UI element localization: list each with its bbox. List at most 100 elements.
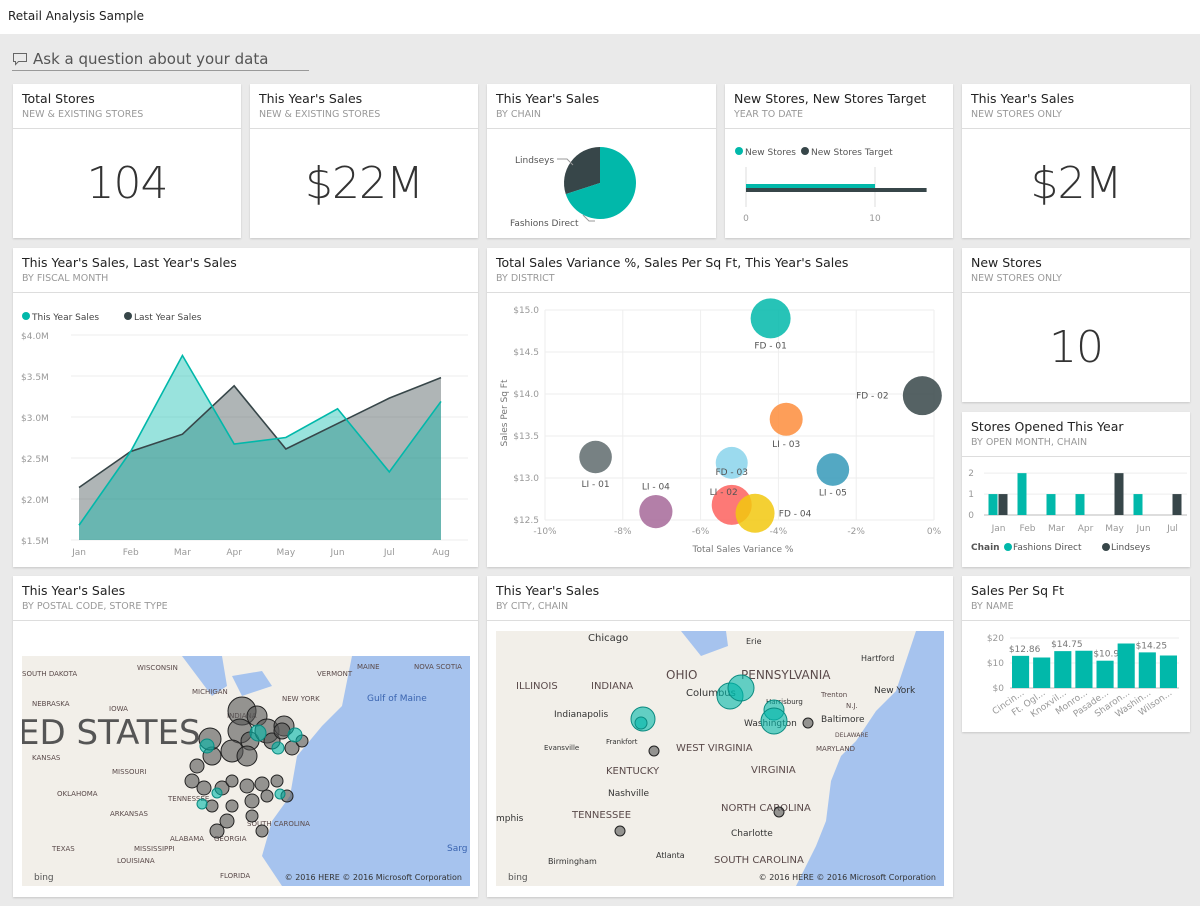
pie-chart: Lindseys Fashions Direct [510, 147, 636, 229]
map-label: Sarg [447, 844, 467, 854]
bar-fashions-direct [1046, 494, 1056, 515]
map-bubble [802, 717, 814, 729]
bing-logo: bing [34, 873, 54, 883]
y-tick: $3.0M [21, 414, 49, 424]
tile-sales-by-month[interactable]: This Year's Sales, Last Year's Sales BY … [13, 248, 478, 567]
map-postal[interactable]: ED STATES SOUTH DAKOTA WISCONSIN MICHIGAN NE… [22, 656, 470, 886]
pie-label: Lindseys [515, 156, 554, 166]
tile-title: Stores Opened This Year [971, 419, 1124, 434]
scatter-point [769, 402, 803, 436]
tile-subtitle: BY CITY, CHAIN [496, 601, 569, 612]
point-label: LI - 03 [772, 440, 800, 450]
tile-title: This Year's Sales [496, 91, 600, 106]
legend-dot [801, 147, 809, 155]
tile-stores-opened[interactable]: Stores Opened This Year BY OPEN MONTH, C… [962, 412, 1190, 567]
x-tick: Mar [1048, 524, 1065, 534]
legend-dot [22, 312, 30, 320]
map-bubble [760, 707, 788, 735]
tile-subtitle: YEAR TO DATE [734, 109, 803, 120]
x-tick: Feb [1020, 524, 1036, 534]
legend-label: This Year Sales [31, 313, 99, 323]
y-tick: 2 [968, 469, 974, 479]
map-label: TENNESSEE [571, 810, 631, 821]
scatter-point [639, 495, 673, 529]
map-bubble [614, 825, 626, 837]
pie-leader-line [582, 214, 595, 222]
data-label: $12.86 [1009, 645, 1041, 655]
x-axis-title: Total Sales Variance % [692, 545, 794, 555]
bar [1117, 643, 1135, 688]
map-bubble [648, 745, 660, 757]
bar-new-stores [746, 184, 875, 188]
x-tick: Jul [383, 548, 395, 558]
kpi-value: $22M [305, 157, 424, 209]
data-label: $14.75 [1051, 640, 1083, 650]
tile-title: Sales Per Sq Ft [971, 583, 1065, 598]
map-label: IOWA [109, 705, 128, 713]
tile-title: This Year's Sales [971, 91, 1075, 106]
x-tick: -10% [533, 527, 557, 537]
tile-new-stores-sales[interactable]: This Year's Sales NEW STORES ONLY $2M [962, 84, 1190, 238]
map-label: New York [874, 686, 916, 696]
bar [1075, 650, 1093, 688]
x-tick: -2% [847, 527, 865, 537]
map-label: MAINE [357, 663, 380, 671]
tile-map-postal[interactable]: This Year's Sales BY POSTAL CODE, STORE … [13, 576, 478, 897]
map-label: PENNSYLVANIA [741, 668, 831, 682]
bar [1138, 652, 1156, 688]
x-tick: Jun [330, 548, 345, 558]
legend-label: New Stores [745, 148, 796, 158]
tile-this-year-sales[interactable]: This Year's Sales NEW & EXISTING STORES … [250, 84, 478, 238]
map-label: NOVA SCOTIA [414, 663, 462, 671]
scatter-point [750, 298, 791, 339]
point-label: LI - 05 [819, 489, 847, 499]
pie-slice-fashions-direct [565, 147, 636, 219]
map-label: Trenton [820, 691, 847, 699]
tile-sales-sqft[interactable]: Sales Per Sq Ft BY NAME $0 $10 $20 $12.86 Ci… [962, 576, 1190, 732]
tile-subtitle: BY DISTRICT [496, 273, 555, 284]
x-tick: Jun [1135, 524, 1150, 534]
tile-total-stores[interactable]: Total Stores NEW & EXISTING STORES 104 [13, 84, 241, 238]
tile-title: Total Sales Variance %, Sales Per Sq Ft,… [496, 255, 849, 270]
scatter-point [902, 376, 942, 416]
map-label: Frankfort [606, 738, 638, 746]
tile-subtitle: NEW STORES ONLY [971, 109, 1062, 120]
map-label: NEBRASKA [32, 700, 70, 708]
map-label: OKLAHOMA [57, 790, 98, 798]
map-city[interactable]: Chicago Erie Hartford OHIO PENNSYLVANIA ILLIN… [496, 631, 944, 886]
map-bubble [270, 774, 284, 788]
bar-lindseys [1172, 494, 1182, 515]
map-label: ALABAMA [170, 835, 204, 843]
map-label: Indianapolis [554, 710, 609, 720]
legend-dot [1102, 543, 1110, 551]
x-tick: 10 [869, 214, 881, 224]
qa-input[interactable]: Ask a question about your data [12, 47, 309, 71]
point-label: FD - 03 [715, 468, 748, 478]
map-label: VIRGINIA [751, 765, 796, 776]
x-tick: Apr [226, 548, 242, 558]
map-label: SOUTH CAROLINA [247, 820, 310, 828]
map-label: N.J. [846, 702, 858, 710]
legend-label: Lindseys [1111, 543, 1150, 553]
map-label: Columbus [686, 688, 736, 699]
bing-logo: bing [508, 873, 528, 883]
map-bubble [254, 776, 270, 792]
tile-new-stores[interactable]: New Stores NEW STORES ONLY 10 [962, 248, 1190, 402]
map-water [681, 631, 728, 656]
point-label: LI - 04 [642, 483, 670, 493]
tile-new-stores-target[interactable]: New Stores, New Stores Target YEAR TO DA… [725, 84, 953, 238]
legend-title: Chain [971, 543, 1000, 553]
map-bubble [245, 809, 259, 823]
map-bubble [287, 727, 303, 743]
y-axis-title: Sales Per Sq Ft [500, 379, 510, 446]
x-tick: Feb [123, 548, 139, 558]
y-tick: $0 [993, 684, 1005, 694]
legend-label: New Stores Target [811, 148, 893, 158]
map-label: SOUTH DAKOTA [22, 670, 77, 678]
tile-subtitle: BY OPEN MONTH, CHAIN [971, 437, 1088, 448]
tile-sales-by-chain[interactable]: This Year's Sales BY CHAIN Lindseys Fashi… [487, 84, 716, 238]
tile-variance-scatter[interactable]: Total Sales Variance %, Sales Per Sq Ft,… [487, 248, 953, 567]
point-label: FD - 02 [856, 392, 889, 402]
tile-map-city[interactable]: This Year's Sales BY CITY, CHAIN Chicago… [487, 576, 953, 897]
map-label: mphis [496, 814, 524, 824]
